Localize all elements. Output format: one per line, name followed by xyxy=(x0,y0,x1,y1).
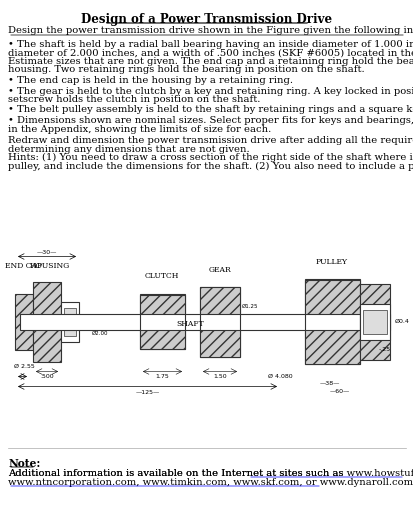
Bar xyxy=(140,329,185,349)
Text: Additional information is available on the Internet at sites such as: Additional information is available on t… xyxy=(8,469,346,478)
Bar xyxy=(140,295,185,313)
Text: diameter of 2.000 inches, and a width of .500 inches (SKF #6005) located in the : diameter of 2.000 inches, and a width of… xyxy=(8,49,413,57)
Text: determining any dimensions that are not given.: determining any dimensions that are not … xyxy=(8,145,249,153)
Text: Estimate sizes that are not given. The end cap and a retaining ring hold the bea: Estimate sizes that are not given. The e… xyxy=(8,57,413,66)
Bar xyxy=(15,294,33,350)
Bar xyxy=(140,294,185,349)
Bar xyxy=(304,329,359,364)
Text: • The shaft is held by a radial ball bearing having an inside diameter of 1.000 : • The shaft is held by a radial ball bea… xyxy=(8,40,413,49)
Text: GEAR: GEAR xyxy=(208,266,231,275)
Text: —38—: —38— xyxy=(319,381,339,386)
Bar xyxy=(304,279,359,364)
Bar xyxy=(199,329,240,356)
Text: -.25: -.25 xyxy=(378,347,390,352)
Text: Hints: (1) You need to draw a cross section of the right side of the shaft where: Hints: (1) You need to draw a cross sect… xyxy=(8,153,413,162)
Bar xyxy=(362,309,386,334)
Text: Ø 2.55: Ø 2.55 xyxy=(14,364,34,369)
Text: END CAP: END CAP xyxy=(5,262,43,269)
Bar xyxy=(199,286,240,313)
Text: —30—: —30— xyxy=(37,251,57,255)
Text: • Dimensions shown are nominal sizes. Select proper fits for keys and bearings, : • Dimensions shown are nominal sizes. Se… xyxy=(8,116,413,125)
Text: Redraw and dimension the power transmission drive after adding all the required : Redraw and dimension the power transmiss… xyxy=(8,136,413,145)
Text: in the Appendix, showing the limits of size for each.: in the Appendix, showing the limits of s… xyxy=(8,124,271,134)
Bar xyxy=(359,283,389,359)
Text: SHAFT: SHAFT xyxy=(176,320,203,327)
Text: www.ntncorporation.com, www.timkin.com, www.skf.com, or www.dynaroll.com.: www.ntncorporation.com, www.timkin.com, … xyxy=(8,478,413,487)
Text: • The gear is held to the clutch by a key and retaining ring. A key locked in po: • The gear is held to the clutch by a ke… xyxy=(8,87,413,95)
Text: Ø0.4: Ø0.4 xyxy=(394,319,409,324)
Text: .500: .500 xyxy=(40,375,54,380)
Text: 1.75: 1.75 xyxy=(155,375,169,380)
Text: Ø1.25: Ø1.25 xyxy=(241,304,258,309)
Text: Design the power transmission drive shown in the Figure given the following info: Design the power transmission drive show… xyxy=(8,26,413,35)
Bar xyxy=(199,286,240,356)
Text: • The end cap is held in the housing by a retaining ring.: • The end cap is held in the housing by … xyxy=(8,76,292,85)
Bar xyxy=(64,308,76,336)
Text: Design of a Power Transmission Drive: Design of a Power Transmission Drive xyxy=(81,13,332,26)
Text: —125—: —125— xyxy=(135,391,159,396)
Text: 1.50: 1.50 xyxy=(213,375,226,380)
Text: HOUSING: HOUSING xyxy=(30,262,70,269)
Bar xyxy=(33,281,61,362)
Text: Note:: Note: xyxy=(8,458,40,469)
Text: CLUTCH: CLUTCH xyxy=(145,271,179,280)
Text: PULLEY: PULLEY xyxy=(315,258,347,266)
Text: Additional information is available on the Internet at sites such as www.howstuf: Additional information is available on t… xyxy=(8,469,413,478)
Bar xyxy=(61,301,79,341)
Bar xyxy=(20,313,389,329)
Text: housing. Two retaining rings hold the bearing in position on the shaft.: housing. Two retaining rings hold the be… xyxy=(8,65,364,75)
Text: Ø 4.080: Ø 4.080 xyxy=(267,373,292,379)
Text: setscrew holds the clutch in position on the shaft.: setscrew holds the clutch in position on… xyxy=(8,95,260,104)
Text: —60—: —60— xyxy=(329,389,349,394)
Text: pulley, and include the dimensions for the shaft. (2) You also need to include a: pulley, and include the dimensions for t… xyxy=(8,162,413,170)
Bar xyxy=(304,280,359,313)
Bar xyxy=(359,304,389,339)
Text: • The belt pulley assembly is held to the shaft by retaining rings and a square : • The belt pulley assembly is held to th… xyxy=(8,106,413,114)
Text: Ø2.00: Ø2.00 xyxy=(92,331,108,336)
